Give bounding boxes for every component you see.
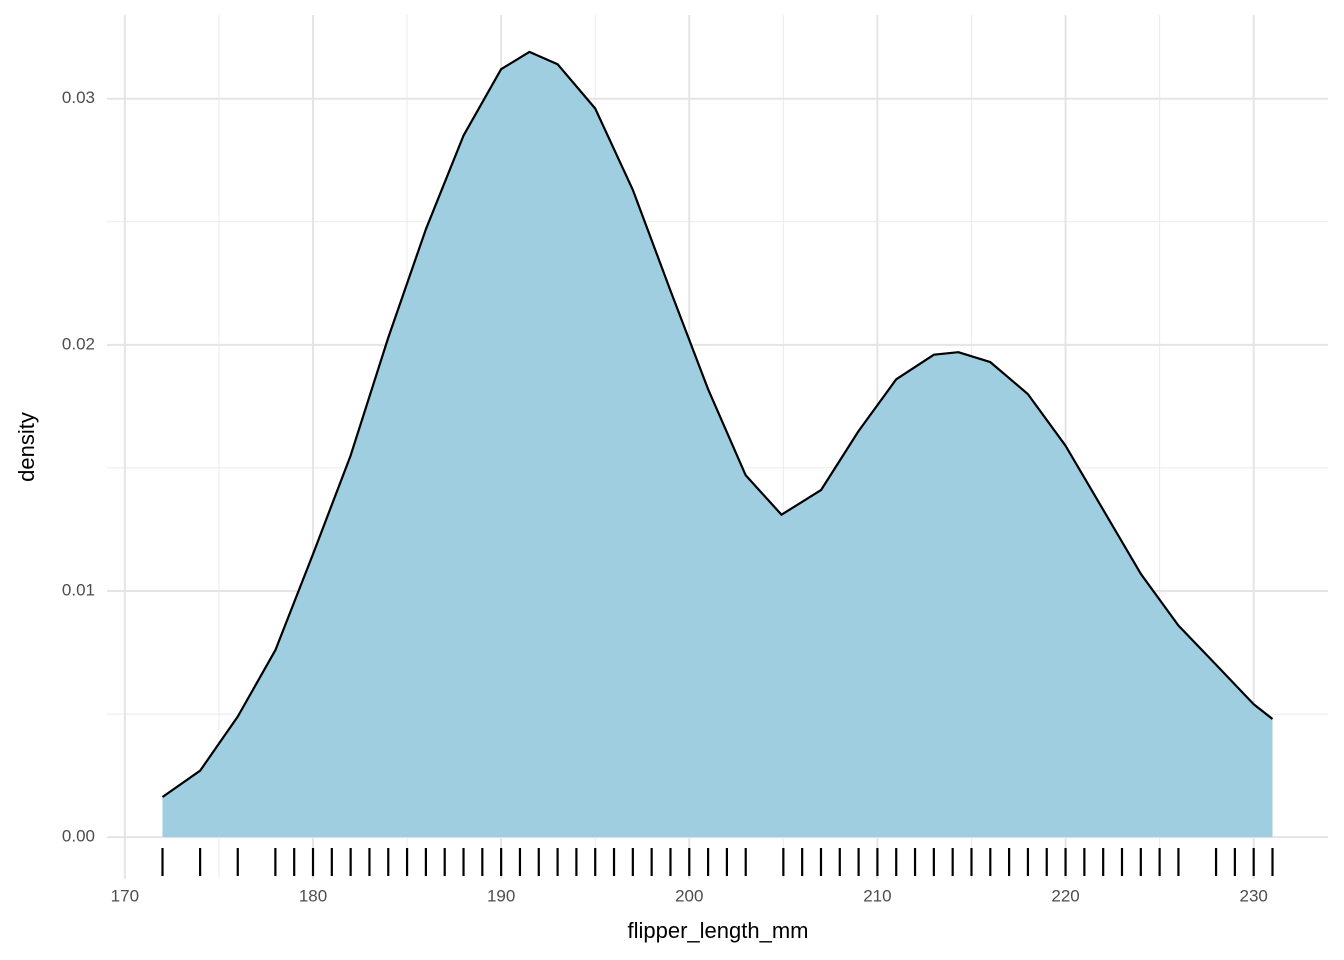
y-tick-label: 0.03: [62, 88, 95, 107]
density-line: [161, 50, 1274, 798]
x-axis-title: flipper_length_mm: [628, 918, 809, 943]
x-tick-label: 230: [1239, 886, 1267, 905]
x-tick-label: 220: [1051, 886, 1079, 905]
x-tick-label: 180: [299, 886, 327, 905]
x-tick-label: 190: [487, 886, 515, 905]
y-tick-label: 0.01: [62, 580, 95, 599]
density-area: [162, 51, 1273, 838]
y-tick-label: 0.00: [62, 827, 95, 846]
x-tick-label: 170: [111, 886, 139, 905]
y-tick-label: 0.02: [62, 334, 95, 353]
x-tick-label: 200: [675, 886, 703, 905]
y-axis-title: density: [14, 412, 39, 482]
x-tick-label: 210: [863, 886, 891, 905]
